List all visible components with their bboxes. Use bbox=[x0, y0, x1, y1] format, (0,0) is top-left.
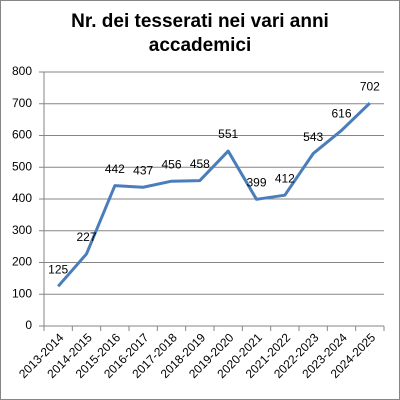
y-tick-label: 800 bbox=[12, 64, 32, 78]
data-label: 412 bbox=[275, 171, 295, 185]
data-label: 702 bbox=[360, 79, 380, 93]
data-line bbox=[57, 102, 371, 288]
data-label: 551 bbox=[218, 127, 238, 141]
y-tick-label: 700 bbox=[12, 96, 32, 110]
y-tick-label: 0 bbox=[25, 318, 32, 332]
y-tick-label: 600 bbox=[12, 128, 32, 142]
y-tick-label: 200 bbox=[12, 255, 32, 269]
data-label: 437 bbox=[133, 163, 153, 177]
y-tick-label: 100 bbox=[12, 286, 32, 300]
data-label: 399 bbox=[246, 175, 266, 189]
data-label: 616 bbox=[331, 107, 351, 121]
y-tick-label: 300 bbox=[12, 223, 32, 237]
data-label: 125 bbox=[48, 262, 68, 276]
data-label: 456 bbox=[161, 157, 181, 171]
data-label: 227 bbox=[76, 230, 96, 244]
y-tick-label: 500 bbox=[12, 159, 32, 173]
data-label: 543 bbox=[303, 130, 323, 144]
y-tick-label: 400 bbox=[12, 191, 32, 205]
chart-title: Nr. dei tesserati nei vari anni accademi… bbox=[71, 11, 329, 56]
data-label: 458 bbox=[190, 157, 210, 171]
data-label: 442 bbox=[105, 162, 125, 176]
